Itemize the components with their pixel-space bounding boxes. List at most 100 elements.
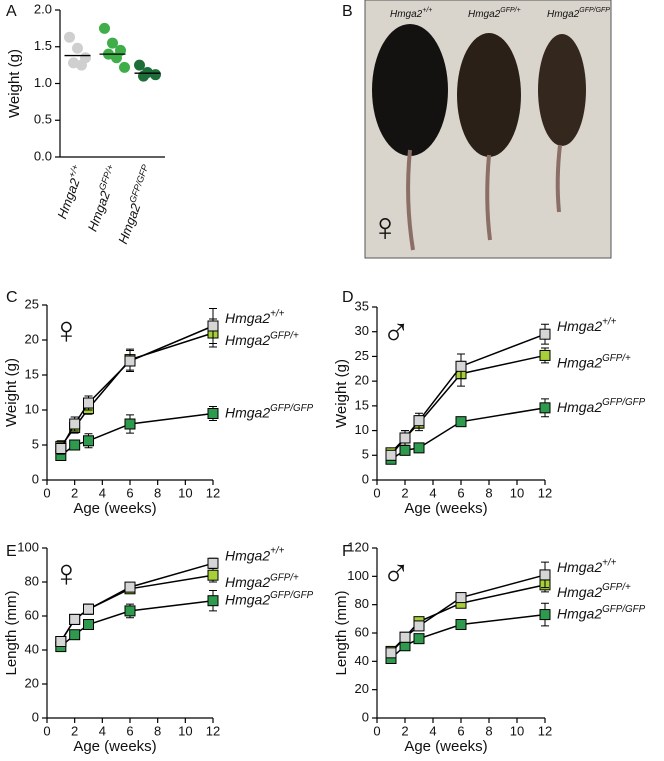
label-sup: GFP/GFP — [128, 163, 151, 204]
label-base: Hmga2 — [225, 404, 270, 420]
y-axis-label: Weight (g) — [333, 359, 350, 428]
marker — [539, 569, 551, 581]
marker — [399, 444, 411, 456]
label-base: Hmga2 — [557, 318, 602, 334]
x-tick-label: 2 — [401, 485, 408, 500]
x-tick-label: 4 — [99, 485, 106, 500]
marker — [124, 418, 136, 430]
x-tick-label: 12 — [206, 485, 220, 500]
x-tick-label: 2 — [71, 485, 78, 500]
x-tick-label: Hmga2+/+ — [53, 163, 88, 221]
chart: F 0 20 40 60 80 100 120 Length (mm) 0 2 4 6 8 10 12 Age … — [333, 539, 646, 755]
x-tick-label: 8 — [485, 485, 492, 500]
x-tick-label: 4 — [429, 485, 436, 500]
legend-label: Hmga2+/+ — [225, 308, 285, 326]
label-sup: GFP/+ — [500, 7, 520, 14]
y-axis-label: Length (mm) — [3, 590, 20, 675]
marker — [69, 439, 81, 451]
label-base: Hmga2 — [390, 9, 423, 20]
marker — [55, 443, 67, 454]
y-tick-label: 15 — [355, 397, 369, 412]
y-tick-label: 100 — [347, 568, 369, 583]
x-tick-label: 10 — [178, 485, 192, 500]
marker — [385, 449, 397, 461]
chart: C 0 5 10 15 20 25 Weight (g) 0 2 4 6 8 10 12 Age (weeks… — [3, 289, 314, 517]
marker — [124, 581, 136, 593]
label-base: Hmga2 — [55, 176, 84, 221]
x-tick-label: 12 — [538, 485, 552, 500]
dot — [99, 22, 110, 34]
label-base: Hmga2 — [225, 332, 270, 348]
label-base: Hmga2 — [557, 354, 602, 370]
x-axis-label: Age (weeks) — [404, 500, 487, 517]
marker — [539, 402, 551, 414]
y-tick-label: 0.5 — [34, 112, 52, 127]
label-sup: +/+ — [422, 7, 432, 14]
y-tick-label: 1.5 — [34, 38, 52, 53]
marker — [413, 442, 425, 454]
series-line — [60, 332, 214, 447]
panel-label: B — [342, 3, 353, 20]
x-tick-label: 4 — [429, 723, 436, 738]
y-tick-label: 5 — [362, 447, 369, 462]
label-base: Hmga2 — [225, 591, 270, 607]
x-tick-label: 6 — [126, 723, 133, 738]
panel-label: D — [342, 289, 354, 306]
label-base: Hmga2 — [225, 310, 270, 326]
y-tick-label: 20 — [355, 373, 369, 388]
marker — [207, 320, 219, 332]
x-tick-label: 6 — [457, 723, 464, 738]
y-tick-label: 2.0 — [34, 1, 52, 16]
legend-label: Hmga2GFP/GFP — [557, 604, 646, 622]
x-tick-label: 8 — [154, 485, 161, 500]
x-tick-label: 12 — [538, 723, 552, 738]
label-sup: GFP/GFP — [270, 402, 313, 413]
x-axis-label: Age (weeks) — [73, 500, 156, 517]
y-axis-label: Length (mm) — [333, 590, 350, 675]
x-tick-label: 4 — [99, 723, 106, 738]
y-tick-label: 0.0 — [34, 148, 52, 163]
y-tick-label: 60 — [25, 607, 39, 622]
x-tick-label: 0 — [373, 723, 380, 738]
x-tick-label: Hmga2GFP/GFP — [113, 163, 157, 246]
y-tick-label: 30 — [355, 323, 369, 338]
photo-label: Hmga2GFP/GFP — [547, 7, 610, 20]
legend-label: Hmga2GFP/+ — [225, 330, 299, 348]
label-base: Hmga2 — [468, 9, 501, 20]
label-base: Hmga2 — [225, 547, 270, 563]
x-tick-label: 10 — [510, 485, 524, 500]
sex-symbol: ♂ — [382, 553, 411, 595]
mouse — [538, 34, 586, 146]
panel-label: A — [6, 3, 17, 20]
photo-panel — [364, 0, 612, 259]
legend-label: Hmga2GFP/GFP — [225, 402, 314, 420]
chart: E 0 20 40 60 80 100 Length (mm) 0 2 4 6 8 10 12 Age (we… — [3, 539, 314, 755]
y-tick-label: 1.0 — [34, 75, 52, 90]
legend-label: Hmga2+/+ — [225, 545, 285, 563]
label-base: Hmga2 — [85, 188, 114, 233]
dot — [72, 42, 83, 54]
label-base: Hmga2 — [557, 399, 602, 415]
marker — [83, 435, 94, 447]
x-tick-label: 12 — [206, 723, 220, 738]
legend-label: Hmga2GFP/+ — [557, 582, 631, 600]
label-base: Hmga2 — [225, 574, 270, 590]
marker — [399, 631, 411, 643]
dot — [76, 59, 87, 71]
x-tick-label: 2 — [401, 723, 408, 738]
y-tick-label: 60 — [355, 624, 369, 639]
panel-label: F — [342, 543, 352, 560]
label-base: Hmga2 — [115, 201, 144, 246]
y-tick-label: 100 — [17, 539, 39, 554]
y-tick-label: 10 — [355, 422, 369, 437]
marker — [207, 408, 219, 419]
label-sup: +/+ — [602, 557, 616, 568]
label-sup: GFP/+ — [602, 582, 631, 593]
marker — [69, 613, 81, 625]
marker — [539, 349, 551, 361]
marker — [124, 355, 136, 367]
label-sup: +/+ — [270, 545, 284, 556]
marker — [55, 636, 67, 647]
marker — [207, 557, 219, 569]
